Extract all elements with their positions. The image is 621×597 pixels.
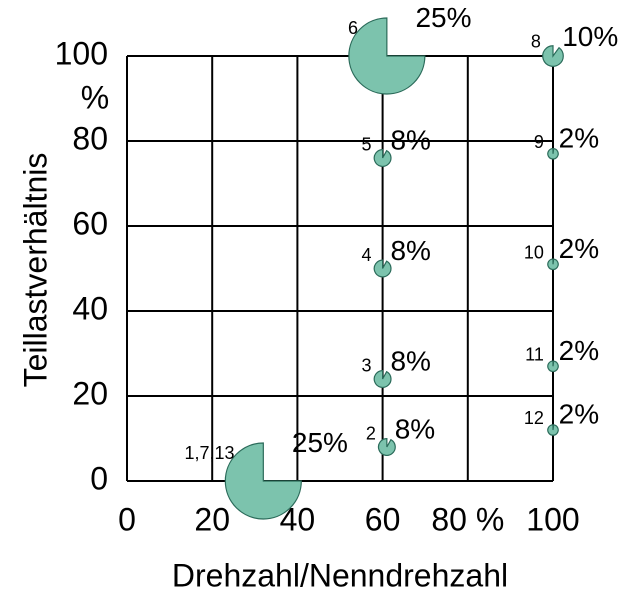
bubble (547, 424, 559, 436)
point-label: 1,7,13 (184, 443, 234, 463)
size-label: 2% (559, 335, 599, 366)
y-tick-label: 100 (55, 35, 108, 71)
size-label: 25% (415, 2, 471, 33)
size-label: 2% (559, 399, 599, 430)
bubble (348, 17, 426, 95)
bubble (224, 442, 302, 520)
size-label: 8% (390, 235, 430, 266)
x-tick-label: 0 (118, 501, 136, 537)
x-axis-title: Drehzahl/Nenndrehzahl (172, 557, 508, 593)
point-label: 11 (525, 344, 544, 364)
y-tick-label: 80 (72, 120, 108, 156)
point-label: 8 (531, 32, 541, 52)
point-label: 10 (524, 242, 544, 262)
size-label: 2% (559, 122, 599, 153)
point-label: 5 (362, 135, 372, 155)
bubble (373, 149, 392, 167)
size-label: 8% (390, 125, 430, 156)
point-label: 4 (362, 245, 372, 265)
bubble (377, 438, 396, 456)
point-label: 3 (362, 356, 372, 376)
point-label: 6 (348, 18, 358, 38)
size-label: 8% (390, 346, 430, 377)
bubble (373, 259, 392, 278)
size-label: 2% (559, 233, 599, 264)
size-label: 10% (562, 21, 618, 52)
x-tick-label: 60 (365, 501, 401, 537)
y-tick-label: 60 (72, 205, 108, 241)
bubble (547, 360, 559, 373)
bubble (542, 45, 564, 67)
x-tick-label: 80 % (431, 501, 504, 537)
bubble (373, 370, 392, 388)
point-label: 2 (366, 424, 376, 444)
y-tick-label: 20 (72, 375, 108, 411)
y-tick-label: 0 (90, 460, 108, 496)
x-tick-label: 20 (194, 501, 230, 537)
bubble (547, 147, 559, 160)
bubble (547, 258, 559, 271)
y-tick-label: 40 (72, 290, 108, 326)
x-tick-label: 100 (526, 501, 579, 537)
point-label: 9 (534, 132, 544, 152)
size-label: 25% (292, 427, 348, 458)
point-label: 12 (524, 408, 544, 428)
y-axis-title: Teillastverhältnis (17, 153, 53, 388)
y-unit: % (81, 79, 109, 115)
size-label: 8% (395, 414, 435, 445)
